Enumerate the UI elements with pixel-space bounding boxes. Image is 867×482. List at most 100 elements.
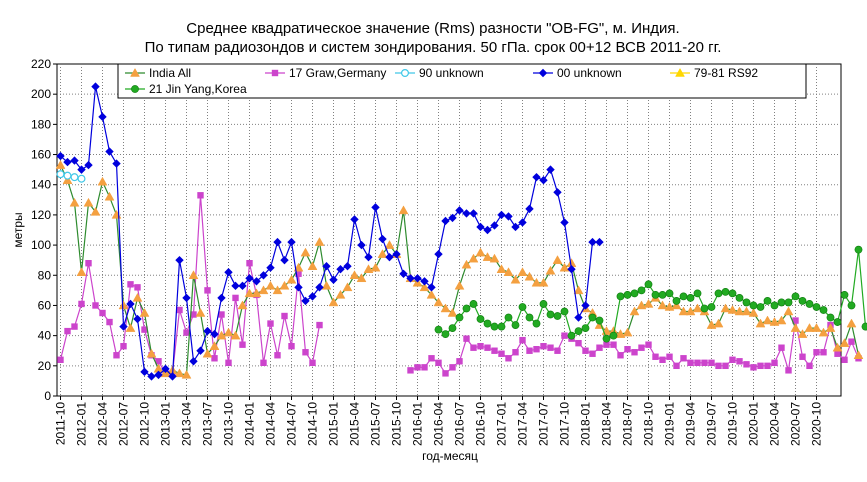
data-point: [350, 215, 359, 224]
data-point: [701, 359, 708, 366]
data-point: [413, 274, 422, 283]
x-tick-label: 2014-07: [285, 402, 299, 446]
data-point: [532, 319, 541, 328]
y-tick-label: 160: [31, 148, 51, 162]
data-point: [581, 324, 590, 332]
data-point: [125, 323, 136, 332]
legend-box: [117, 63, 807, 99]
x-tick-label: 2018-04: [600, 402, 614, 446]
legend-entry-india-all: India All: [125, 66, 191, 80]
x-tick-label: 2012-04: [96, 402, 110, 446]
data-point: [750, 364, 757, 371]
data-point: [553, 312, 562, 320]
data-point: [309, 359, 316, 366]
data-point: [342, 282, 353, 292]
data-point: [392, 249, 401, 259]
data-point: [175, 255, 184, 265]
legend-entry-21-jin-yang-korea: 21 Jin Yang,Korea: [125, 82, 247, 96]
data-point: [132, 292, 143, 302]
data-point: [482, 252, 493, 261]
data-point: [687, 359, 694, 366]
data-point: [245, 274, 254, 283]
series-layer: [55, 82, 867, 381]
data-point: [385, 252, 394, 262]
data-point: [239, 341, 246, 348]
data-point: [70, 156, 79, 165]
x-tick-label: 2016-07: [453, 402, 467, 446]
data-point: [694, 359, 701, 366]
data-point: [783, 306, 794, 316]
x-tick-label: 2018-10: [642, 402, 656, 446]
data-point: [525, 204, 534, 214]
data-point: [225, 359, 232, 366]
data-point: [749, 301, 758, 310]
data-point: [679, 292, 688, 301]
data-point: [503, 267, 514, 277]
data-point: [469, 209, 478, 218]
data-point: [589, 350, 596, 357]
data-point: [575, 339, 582, 347]
data-point: [197, 192, 204, 199]
x-tick-label: 2019-04: [684, 402, 698, 446]
data-point: [736, 358, 743, 365]
data-point: [189, 357, 198, 366]
x-tick-label: 2012-01: [75, 402, 89, 446]
data-point: [539, 176, 548, 185]
data-point: [624, 346, 631, 353]
data-point: [274, 352, 281, 359]
data-point: [406, 274, 415, 283]
y-tick-label: 180: [31, 117, 51, 131]
data-point: [272, 285, 283, 295]
data-point: [447, 307, 458, 317]
data-point: [428, 355, 435, 362]
x-tick-label: 2013-07: [201, 402, 215, 446]
data-point: [56, 151, 65, 161]
data-point: [448, 213, 457, 223]
data-point: [483, 225, 492, 235]
data-point: [832, 342, 843, 352]
data-point: [616, 292, 625, 301]
data-point: [476, 222, 485, 232]
legend-entry-17-graw-germany: 17 Graw,Germany: [265, 66, 386, 80]
x-tick-label: 2019-01: [663, 402, 677, 446]
data-point: [231, 281, 240, 291]
data-point: [854, 245, 863, 254]
data-point: [841, 356, 848, 363]
data-point: [279, 280, 290, 290]
data-point: [258, 285, 269, 295]
data-point: [316, 321, 323, 329]
data-point: [244, 288, 255, 298]
data-point: [672, 297, 681, 305]
data-point: [812, 303, 821, 311]
data-point: [356, 273, 367, 283]
data-point: [147, 372, 156, 381]
data-point: [470, 344, 477, 351]
data-point: [223, 327, 234, 337]
data-point: [433, 297, 444, 307]
data-point: [700, 304, 709, 313]
data-point: [799, 353, 806, 360]
data-point: [540, 343, 547, 350]
y-tick-label: 20: [38, 359, 52, 373]
data-point: [484, 344, 491, 351]
data-point: [763, 297, 772, 305]
data-point: [637, 286, 646, 295]
x-tick-label: 2019-10: [726, 402, 740, 446]
data-point: [846, 318, 857, 328]
data-point: [237, 300, 248, 310]
data-point: [722, 362, 729, 370]
data-point: [196, 346, 205, 355]
data-point: [183, 329, 190, 336]
data-point: [161, 364, 170, 374]
data-point: [217, 293, 226, 303]
data-point: [559, 262, 570, 272]
data-point: [420, 277, 429, 286]
x-tick-label: 2015-04: [348, 402, 362, 446]
data-point: [329, 275, 338, 284]
legend-marker: [130, 67, 140, 77]
data-point: [477, 343, 484, 350]
data-point: [127, 281, 134, 288]
data-point: [840, 290, 849, 299]
data-point: [462, 209, 471, 218]
